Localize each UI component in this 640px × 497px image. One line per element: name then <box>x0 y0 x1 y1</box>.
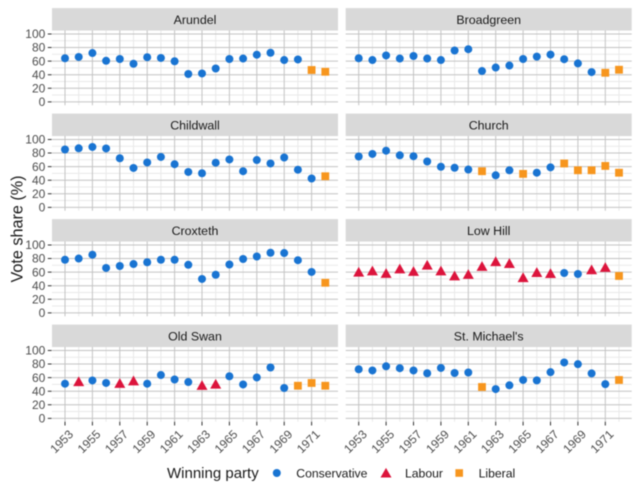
svg-text:40: 40 <box>32 173 46 187</box>
svg-text:St. Michael's: St. Michael's <box>454 329 524 343</box>
svg-text:20: 20 <box>32 187 46 201</box>
svg-text:Old Swan: Old Swan <box>168 329 222 343</box>
svg-text:100: 100 <box>25 238 45 252</box>
svg-text:Conservative: Conservative <box>296 467 367 481</box>
svg-text:20: 20 <box>32 81 46 95</box>
svg-text:Low Hill: Low Hill <box>467 224 510 238</box>
svg-text:40: 40 <box>32 279 46 293</box>
svg-text:20: 20 <box>32 398 46 412</box>
svg-text:80: 80 <box>32 252 46 266</box>
svg-text:100: 100 <box>25 344 45 358</box>
svg-text:Childwall: Childwall <box>170 118 220 132</box>
svg-text:Vote share (%): Vote share (%) <box>8 175 26 282</box>
svg-text:80: 80 <box>32 41 46 55</box>
svg-text:40: 40 <box>32 384 46 398</box>
svg-text:60: 60 <box>32 265 46 279</box>
svg-text:Church: Church <box>469 118 509 132</box>
svg-text:0: 0 <box>39 306 46 320</box>
svg-text:80: 80 <box>32 146 46 160</box>
svg-text:60: 60 <box>32 54 46 68</box>
svg-text:Liberal: Liberal <box>479 467 516 481</box>
svg-text:60: 60 <box>32 371 46 385</box>
svg-text:Arundel: Arundel <box>174 13 217 27</box>
svg-text:80: 80 <box>32 357 46 371</box>
svg-text:0: 0 <box>39 95 46 109</box>
svg-text:Labour: Labour <box>405 467 443 481</box>
svg-text:100: 100 <box>25 133 45 147</box>
svg-text:40: 40 <box>32 68 46 82</box>
svg-text:Croxteth: Croxteth <box>172 224 219 238</box>
svg-text:100: 100 <box>25 27 45 41</box>
svg-text:Winning party: Winning party <box>167 465 259 482</box>
svg-text:20: 20 <box>32 292 46 306</box>
svg-text:Broadgreen: Broadgreen <box>456 13 521 27</box>
svg-text:0: 0 <box>39 412 46 426</box>
svg-text:60: 60 <box>32 160 46 174</box>
svg-text:0: 0 <box>39 201 46 215</box>
